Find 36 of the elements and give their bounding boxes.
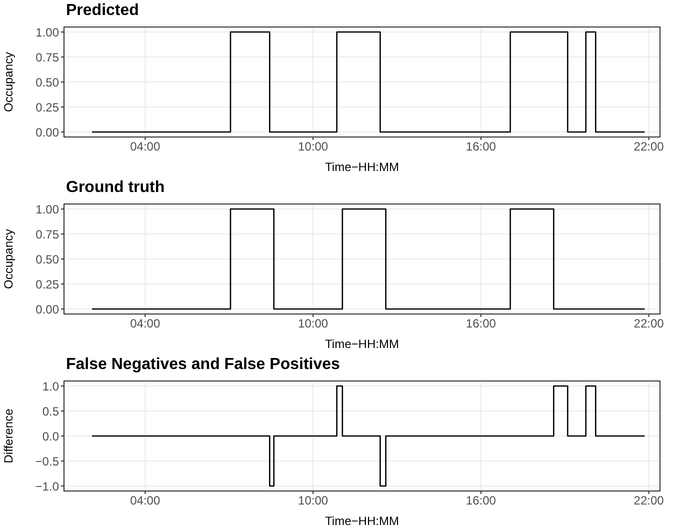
y-tick-label: 1.0 <box>42 379 60 394</box>
chart-title: Ground truth <box>66 179 165 197</box>
x-tick-label: 16:00 <box>466 494 496 508</box>
y-tick-label: −0.5 <box>35 454 60 468</box>
y-tick-label: 0.25 <box>36 100 60 114</box>
x-tick-label: 22:00 <box>634 494 664 508</box>
x-tick-label: 22:00 <box>634 140 664 154</box>
x-tick-label: 10:00 <box>298 316 328 331</box>
chart-title: False Negatives and False Positives <box>66 356 340 374</box>
y-tick-label: 0.00 <box>36 302 60 316</box>
x-axis-title: Time−HH:MM <box>325 337 399 351</box>
x-tick-label: 04:00 <box>130 494 160 508</box>
y-tick-label: 0.00 <box>36 125 60 140</box>
y-tick-label: 1.00 <box>36 202 60 216</box>
x-axis-title: Time−HH:MM <box>325 160 399 174</box>
x-tick-label: 10:00 <box>298 140 328 154</box>
y-tick-label: 1.00 <box>36 25 60 40</box>
x-axis-title: Time−HH:MM <box>325 514 399 528</box>
x-tick-label: 16:00 <box>466 316 496 331</box>
y-tick-label: −1.0 <box>35 479 60 494</box>
y-tick-label: 0.75 <box>36 50 60 64</box>
x-tick-label: 22:00 <box>634 316 664 331</box>
y-tick-label: 0.25 <box>36 277 60 292</box>
y-tick-label: 0.0 <box>42 429 60 444</box>
x-tick-label: 04:00 <box>130 316 160 331</box>
x-tick-label: 04:00 <box>130 140 160 154</box>
x-tick-label: 16:00 <box>466 140 496 154</box>
y-tick-label: 0.5 <box>42 404 60 418</box>
y-tick-label: 0.50 <box>36 75 60 90</box>
y-axis-title: Difference <box>1 408 16 464</box>
y-axis-title: Occupancy <box>1 52 16 112</box>
y-tick-label: 0.50 <box>36 252 60 266</box>
chart-title: Predicted <box>66 2 139 20</box>
x-tick-label: 10:00 <box>298 494 328 508</box>
y-axis-title: Occupancy <box>1 228 16 290</box>
y-tick-label: 0.75 <box>36 227 60 242</box>
